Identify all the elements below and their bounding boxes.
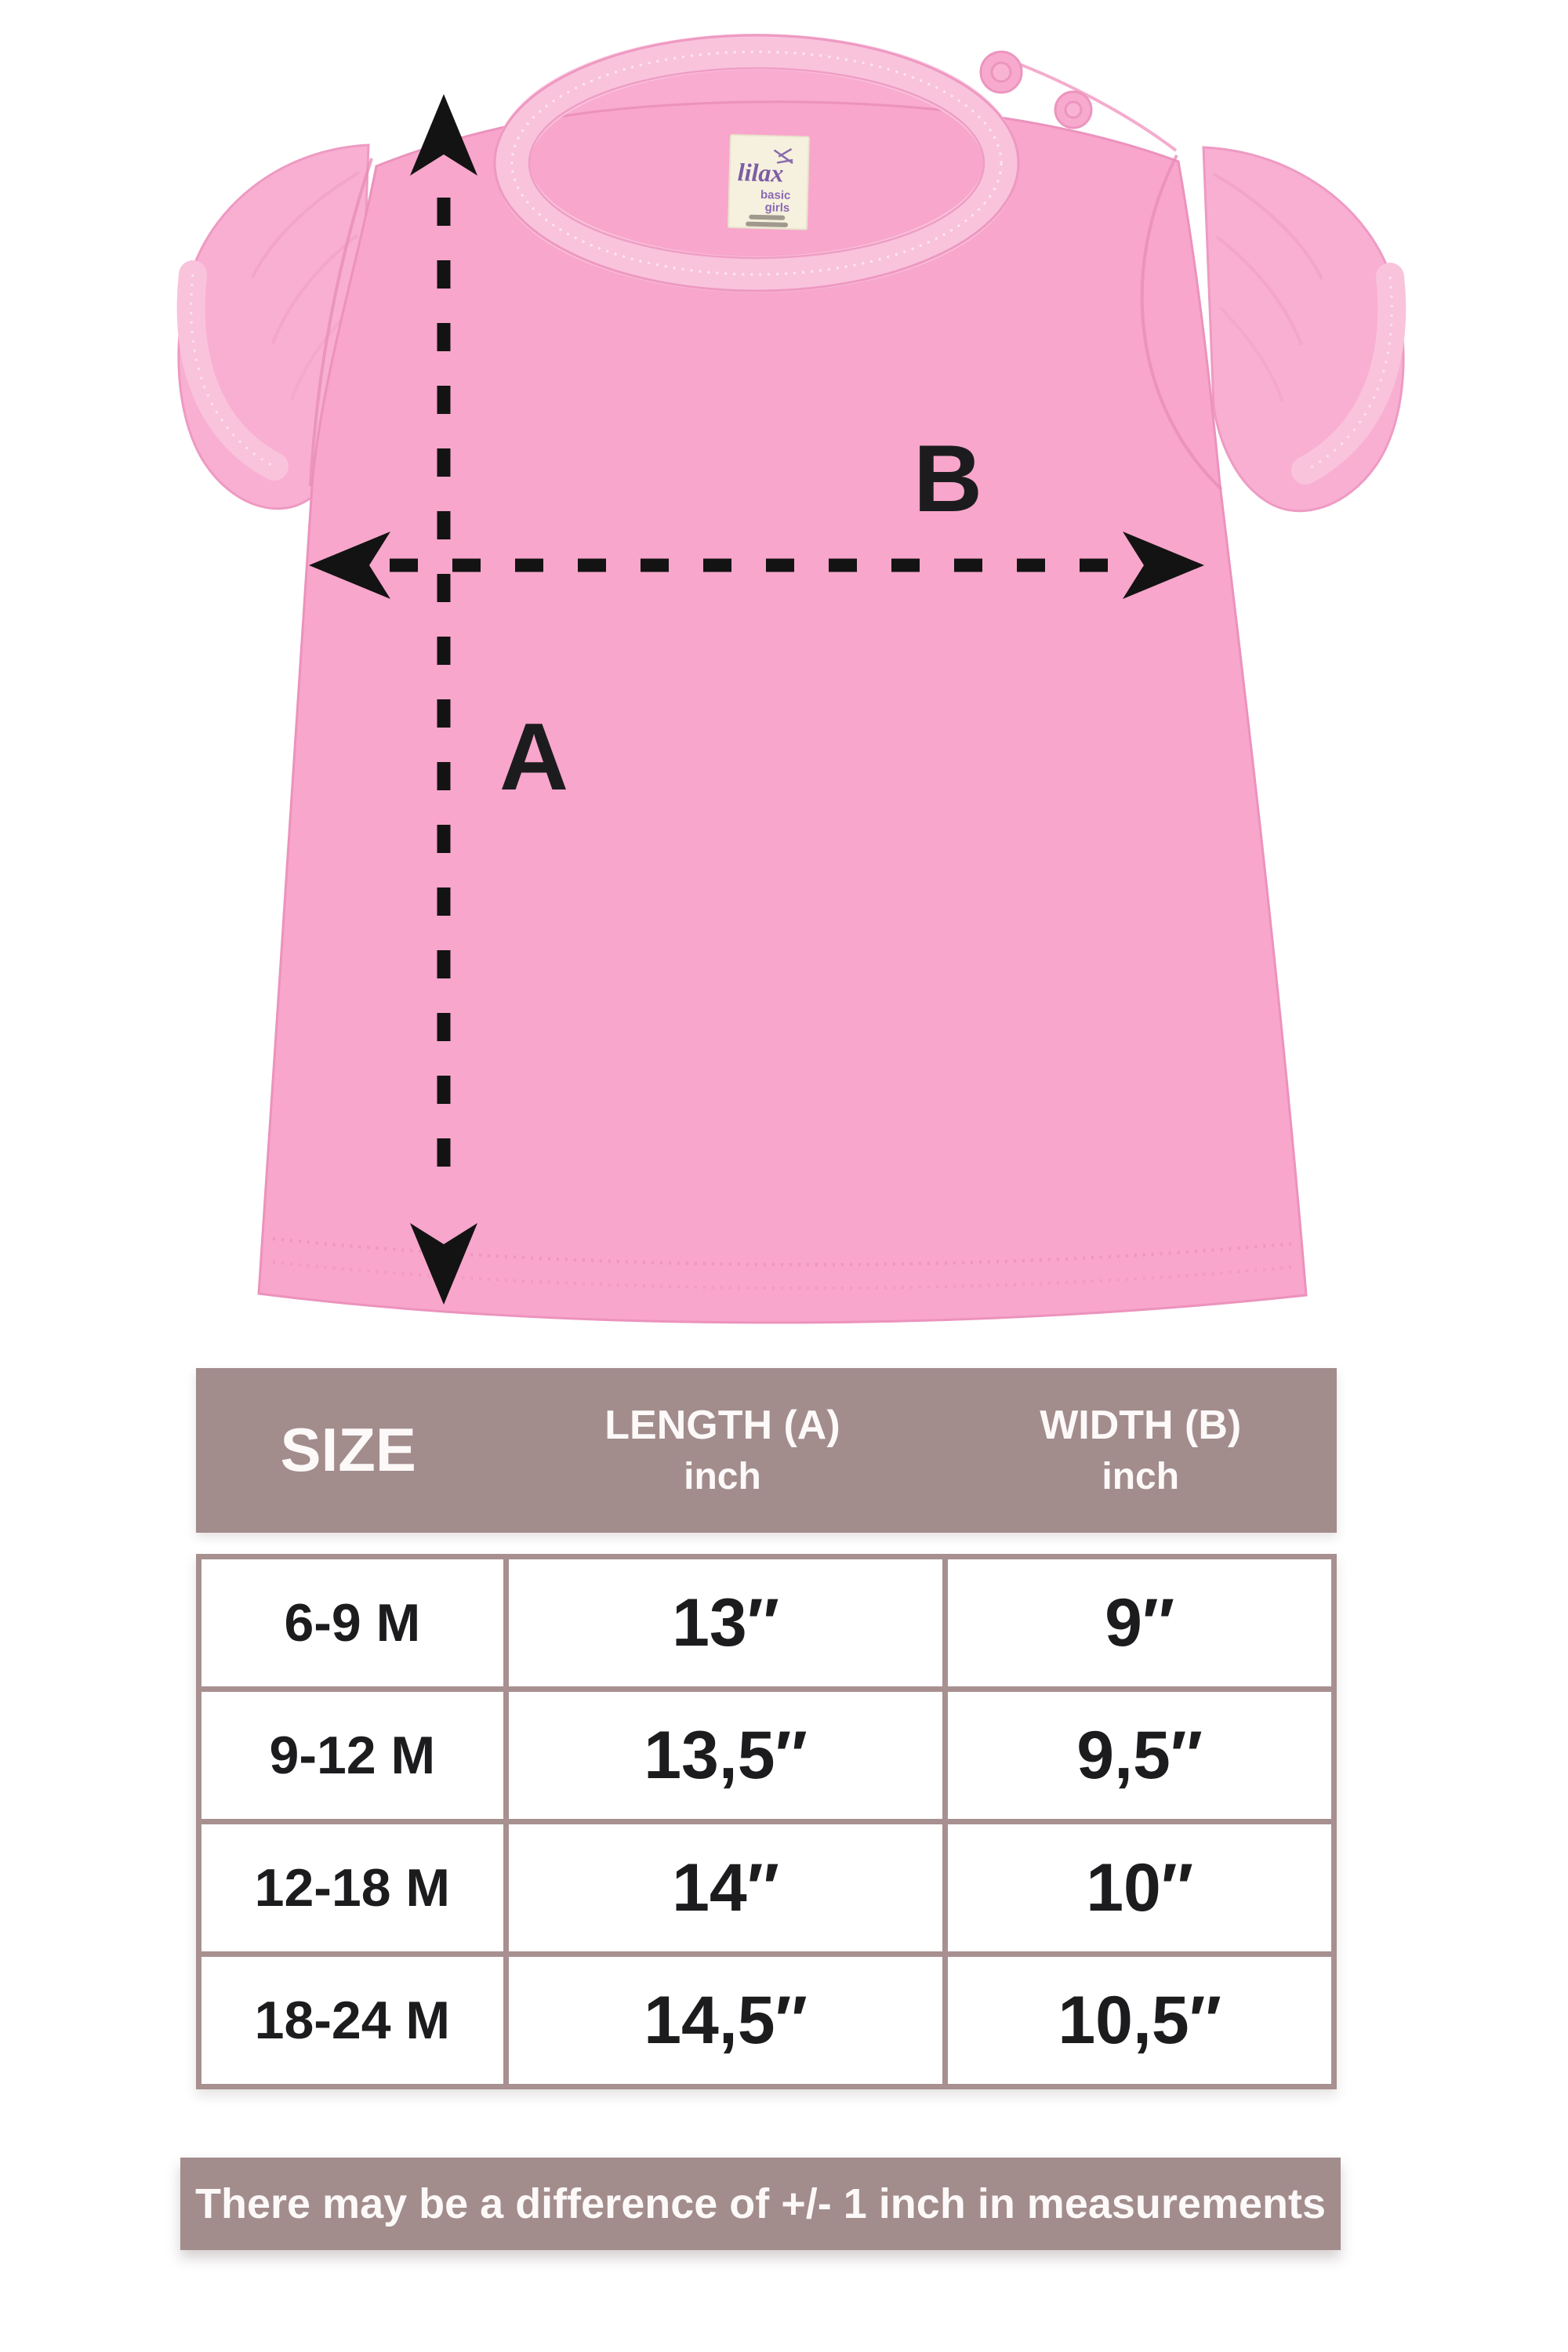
- dragonfly-logo-icon: [773, 147, 793, 165]
- header-cell-width: WIDTH (B) inch: [944, 1368, 1337, 1533]
- cell-length: 14″: [503, 1824, 943, 1951]
- cell-length: 13,5″: [503, 1692, 943, 1819]
- left-armhole-seam: [309, 158, 373, 487]
- header-length-label: LENGTH (A): [604, 1403, 840, 1448]
- cell-size: 18-24 M: [254, 1991, 451, 2050]
- cell-width: 9″: [942, 1559, 1331, 1686]
- cell-width: 10″: [942, 1824, 1331, 1951]
- cell-length: 14,5″: [503, 1957, 943, 2084]
- header-size-label: SIZE: [280, 1415, 416, 1485]
- table-row: 9-12 M 13,5″ 9,5″: [201, 1686, 1331, 1819]
- arrowhead-up-icon: [410, 94, 477, 176]
- collar-rib: [493, 34, 1020, 292]
- cell-width: 10,5″: [942, 1957, 1331, 2084]
- shirt-body: [257, 100, 1308, 1324]
- header-cell-size: SIZE: [196, 1368, 500, 1533]
- cell-size: 6-9 M: [284, 1593, 421, 1653]
- header-cell-length: LENGTH (A) inch: [500, 1368, 944, 1533]
- table-row: 18-24 M 14,5″ 10,5″: [201, 1951, 1331, 2084]
- header-width-unit: inch: [1102, 1455, 1180, 1497]
- measurement-disclaimer-bar: There may be a difference of +/- 1 inch …: [180, 2158, 1341, 2250]
- size-chart-header-row: SIZE LENGTH (A) inch WIDTH (B) inch: [196, 1368, 1337, 1533]
- header-length-unit: inch: [684, 1455, 761, 1497]
- arrowhead-down-icon: [410, 1223, 477, 1305]
- tshirt-illustration: lilax basic girls: [176, 34, 1406, 1324]
- label-brand-text: lilax: [737, 158, 784, 187]
- hem-stitch: [272, 1237, 1294, 1267]
- arrowhead-right-icon: [1123, 532, 1204, 599]
- label-line1-text: basic: [760, 188, 791, 202]
- tshirt-measurement-diagram: lilax basic girls: [176, 34, 1406, 1324]
- header-width-label: WIDTH (B): [1040, 1403, 1242, 1448]
- cell-width: 9,5″: [942, 1692, 1331, 1819]
- table-row: 12-18 M 14″ 10″: [201, 1819, 1331, 1951]
- size-chart-table: SIZE LENGTH (A) inch WIDTH (B) inch 6-9 …: [196, 1368, 1337, 2089]
- cell-size: 9-12 M: [269, 1726, 436, 1785]
- neck-label: lilax basic girls: [727, 134, 810, 230]
- table-row: 6-9 M 13″ 9″: [201, 1554, 1331, 1686]
- size-chart-body: 6-9 M 13″ 9″ 9-12 M 13,5″ 9,5″ 12-18 M 1…: [196, 1554, 1337, 2089]
- measurement-arrows: A B: [309, 94, 1204, 1305]
- length-label-a: A: [499, 703, 568, 810]
- cell-length: 13″: [503, 1559, 943, 1686]
- right-sleeve: [1202, 146, 1406, 513]
- right-armhole-seam: [1140, 154, 1223, 491]
- cell-size: 12-18 M: [254, 1858, 451, 1918]
- disclaimer-text: There may be a difference of +/- 1 inch …: [195, 2180, 1326, 2227]
- width-label-b: B: [913, 425, 982, 532]
- hem-stitch: [272, 1261, 1294, 1290]
- shoulder-snap-buttons: [979, 50, 1093, 129]
- arrowhead-left-icon: [309, 532, 390, 599]
- label-line2-text: girls: [764, 201, 789, 215]
